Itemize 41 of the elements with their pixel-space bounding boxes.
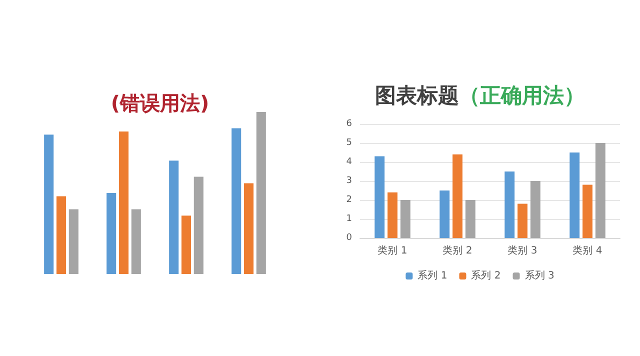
- bar: [400, 200, 410, 238]
- legend-label: 系列 3: [524, 270, 554, 282]
- y-tick-label: 4: [346, 157, 352, 167]
- y-tick-label: 5: [346, 138, 352, 148]
- bar: [256, 112, 266, 274]
- bar: [504, 172, 515, 238]
- y-tick-label: 3: [346, 176, 352, 186]
- legend-label: 系列 1: [418, 270, 448, 282]
- bar: [518, 204, 528, 238]
- bar: [440, 190, 450, 238]
- y-tick-label: 2: [346, 195, 352, 205]
- legend-label: 系列 2: [471, 270, 501, 282]
- bar: [232, 128, 242, 274]
- chart-title: (错误用法): [110, 91, 210, 115]
- bar: [570, 152, 580, 238]
- chart-title: 图表标题: [375, 84, 459, 108]
- bar: [595, 143, 606, 238]
- bar: [68, 209, 78, 274]
- bar: [131, 209, 141, 274]
- bar: [194, 176, 204, 274]
- bar: [582, 184, 592, 238]
- y-tick-label: 6: [346, 119, 352, 129]
- bar: [452, 154, 462, 238]
- bar: [106, 193, 116, 274]
- bar: [118, 131, 129, 274]
- x-tick-label: 类别 2: [442, 244, 472, 256]
- y-tick-label: 0: [346, 233, 352, 243]
- bar: [169, 160, 179, 274]
- bar: [530, 181, 540, 238]
- bar: [44, 134, 54, 274]
- bar: [244, 183, 254, 274]
- x-tick-label: 类别 3: [508, 244, 538, 256]
- y-tick-label: 1: [346, 214, 352, 224]
- bar: [56, 196, 66, 274]
- bar: [374, 156, 385, 238]
- bar: [465, 200, 476, 238]
- x-tick-label: 类别 4: [572, 244, 602, 256]
- chart-subtitle: （正确用法）: [459, 84, 585, 108]
- bar: [181, 216, 192, 274]
- bar: [388, 192, 398, 238]
- x-tick-label: 类别 1: [378, 244, 408, 256]
